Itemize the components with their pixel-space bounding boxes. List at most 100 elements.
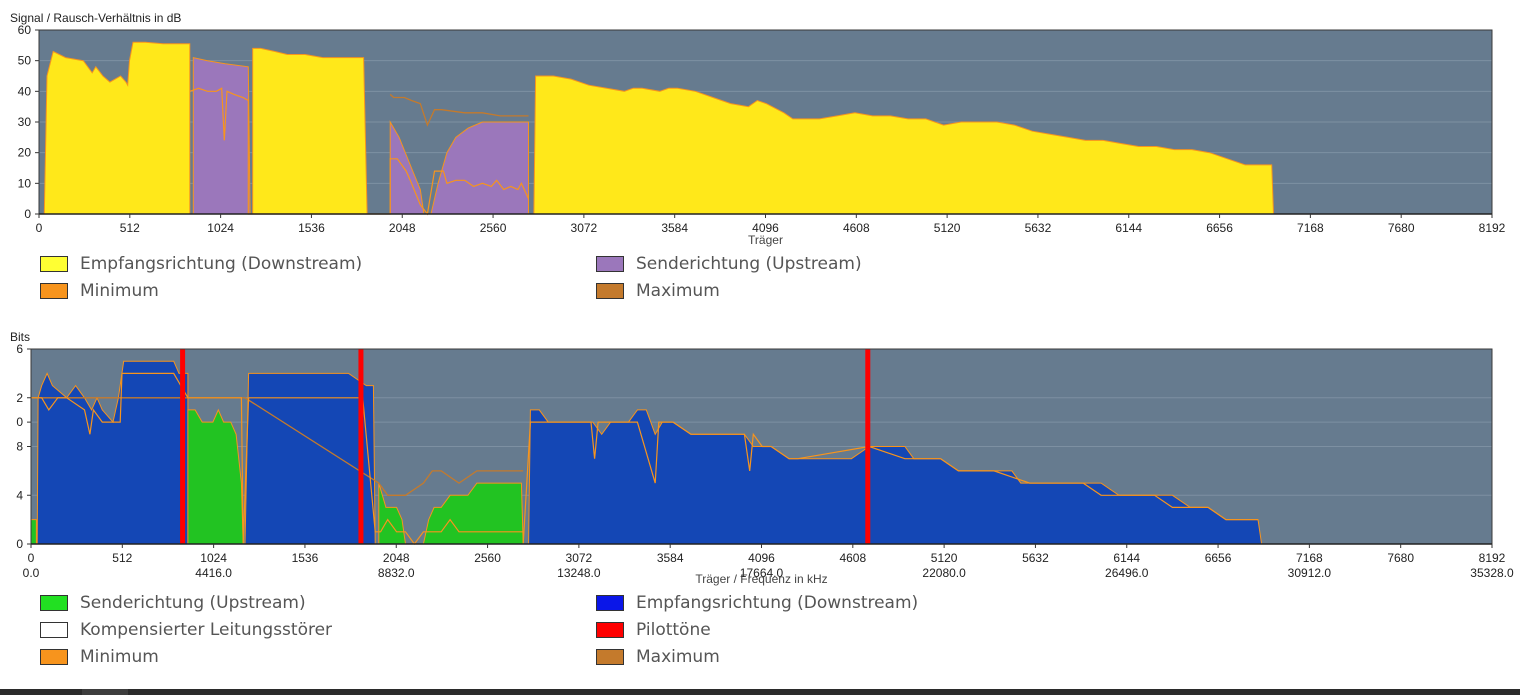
y-tick-label: 0	[16, 537, 23, 551]
x-tick-label: 8192	[1479, 221, 1506, 235]
legend2-swatch-upstream	[40, 595, 68, 611]
x-tick-khz-label: 4416.0	[195, 566, 232, 580]
legend2-item-upstream[interactable]: Senderichtung (Upstream)	[40, 593, 306, 613]
legend-swatch-downstream	[40, 256, 68, 272]
x-tick-label: 5120	[934, 221, 961, 235]
legend2-swatch-minimum	[40, 649, 68, 665]
y-tick-label: 20	[18, 146, 32, 160]
minimum-line	[31, 372, 1258, 546]
y-tick-label: 30	[18, 115, 32, 129]
legend2-label-downstream: Empfangsrichtung (Downstream)	[636, 593, 919, 613]
x-tick-label: 4096	[752, 221, 779, 235]
legend-label-maximum: Maximum	[636, 281, 720, 301]
maximum-line	[389, 93, 529, 127]
legend2-label-compensated: Kompensierter Leitungsstörer	[80, 620, 333, 640]
x-tick-label: 6656	[1205, 551, 1232, 565]
x-tick-label: 7680	[1388, 221, 1415, 235]
x-tick-khz-label: 8832.0	[378, 566, 415, 580]
legend-item-upstream[interactable]: Senderichtung (Upstream)	[596, 254, 862, 274]
x-tick-khz-label: 26496.0	[1105, 566, 1149, 580]
legend-label-upstream: Senderichtung (Upstream)	[636, 254, 862, 274]
y-tick-label: 4	[16, 488, 23, 502]
legend2-item-compensated[interactable]: Kompensierter Leitungsstörer	[40, 620, 332, 640]
pilot-tone	[865, 349, 871, 544]
x-tick-label: 4096	[748, 551, 775, 565]
x-tick-label: 8192	[1479, 551, 1506, 565]
legend-swatch-maximum	[596, 283, 624, 299]
x-tick-label: 2048	[389, 221, 416, 235]
x-tick-label: 0	[36, 221, 43, 235]
x-tick-khz-label: 22080.0	[922, 566, 966, 580]
legend2-label-maximum: Maximum	[636, 647, 720, 667]
legend2-item-downstream[interactable]: Empfangsrichtung (Downstream)	[596, 593, 918, 613]
legend2-item-minimum[interactable]: Minimum	[40, 647, 159, 667]
legend-item-downstream[interactable]: Empfangsrichtung (Downstream)	[40, 254, 362, 274]
bottom-scrollbar[interactable]	[0, 689, 1520, 695]
x-tick-label: 1536	[292, 551, 319, 565]
scrollbar-thumb[interactable]	[82, 689, 128, 695]
y-tick-label: 6	[16, 342, 23, 356]
y-tick-label: 50	[18, 54, 32, 68]
x-tick-label: 5120	[931, 551, 958, 565]
x-tick-label: 0	[28, 551, 35, 565]
minimum-line	[189, 87, 530, 216]
x-tick-label: 3584	[657, 551, 684, 565]
x-tick-label: 4608	[843, 221, 870, 235]
x-tick-label: 2560	[474, 551, 501, 565]
legend2-label-upstream: Senderichtung (Upstream)	[80, 593, 306, 613]
pilot-tone	[180, 349, 186, 544]
y-tick-label: 0	[24, 207, 31, 221]
pilot-tone	[358, 349, 364, 544]
x-tick-label: 1024	[200, 551, 227, 565]
legend2-swatch-pilot	[596, 622, 624, 638]
y-tick-label: 0	[16, 415, 23, 429]
x-tick-label: 5632	[1022, 551, 1049, 565]
y-tick-label: 60	[18, 23, 32, 37]
x-tick-label: 7168	[1297, 221, 1324, 235]
legend2-label-minimum: Minimum	[80, 647, 159, 667]
series-downstream_snr	[39, 41, 1492, 215]
y-tick-label: 8	[16, 440, 23, 454]
x-tick-label: 3584	[661, 221, 688, 235]
legend-label-minimum: Minimum	[80, 281, 159, 301]
x-tick-label: 6144	[1115, 221, 1142, 235]
y-tick-label: 2	[16, 391, 23, 405]
legend2-item-maximum[interactable]: Maximum	[596, 647, 720, 667]
x-tick-label: 512	[112, 551, 132, 565]
chart-2: 0 4 8 0 2 6 0 512 1024 1536 2048 2560 3072 3584 4096 46…	[10, 330, 1514, 586]
legend2-label-pilot: Pilottöne	[636, 620, 711, 640]
x-tick-khz-label: 17664.0	[740, 566, 784, 580]
x-tick-label: 6656	[1206, 221, 1233, 235]
x-tick-label: 3072	[571, 221, 598, 235]
legend2-swatch-maximum	[596, 649, 624, 665]
legend-item-minimum[interactable]: Minimum	[40, 281, 159, 301]
legend2-swatch-downstream	[596, 595, 624, 611]
legend-item-maximum[interactable]: Maximum	[596, 281, 720, 301]
x-tick-khz-label: 30912.0	[1288, 566, 1332, 580]
x-tick-label: 6144	[1113, 551, 1140, 565]
x-tick-khz-label: 13248.0	[557, 566, 601, 580]
x-tick-label: 512	[120, 221, 140, 235]
legend2-item-pilot[interactable]: Pilottöne	[596, 620, 711, 640]
y-axis-title: Signal / Rausch-Verhältnis in dB	[10, 11, 181, 25]
x-tick-label: 7168	[1296, 551, 1323, 565]
x-axis-title: Träger	[748, 233, 783, 247]
x-tick-label: 7680	[1387, 551, 1414, 565]
y-tick-label: 40	[18, 84, 32, 98]
y-tick-label: 10	[18, 176, 32, 190]
y-axis-title: Bits	[10, 330, 30, 344]
x-tick-label: 3072	[566, 551, 593, 565]
x-tick-label: 2560	[480, 221, 507, 235]
x-tick-label: 5632	[1025, 221, 1052, 235]
legend-swatch-minimum	[40, 283, 68, 299]
legend2-swatch-compensated	[40, 622, 68, 638]
x-tick-khz-label: 0.0	[23, 566, 40, 580]
legend-label-downstream: Empfangsrichtung (Downstream)	[80, 254, 363, 274]
x-axis-title: Träger / Frequenz in kHz	[695, 572, 827, 586]
chart-1: 0 10 20 30 40 50 60 0 512 1024 1536 2048 2560 3072 358…	[10, 11, 1506, 247]
x-tick-khz-label: 35328.0	[1470, 566, 1514, 580]
series-upstream_bits	[30, 408, 524, 545]
x-tick-label: 1024	[207, 221, 234, 235]
x-tick-label: 4608	[839, 551, 866, 565]
